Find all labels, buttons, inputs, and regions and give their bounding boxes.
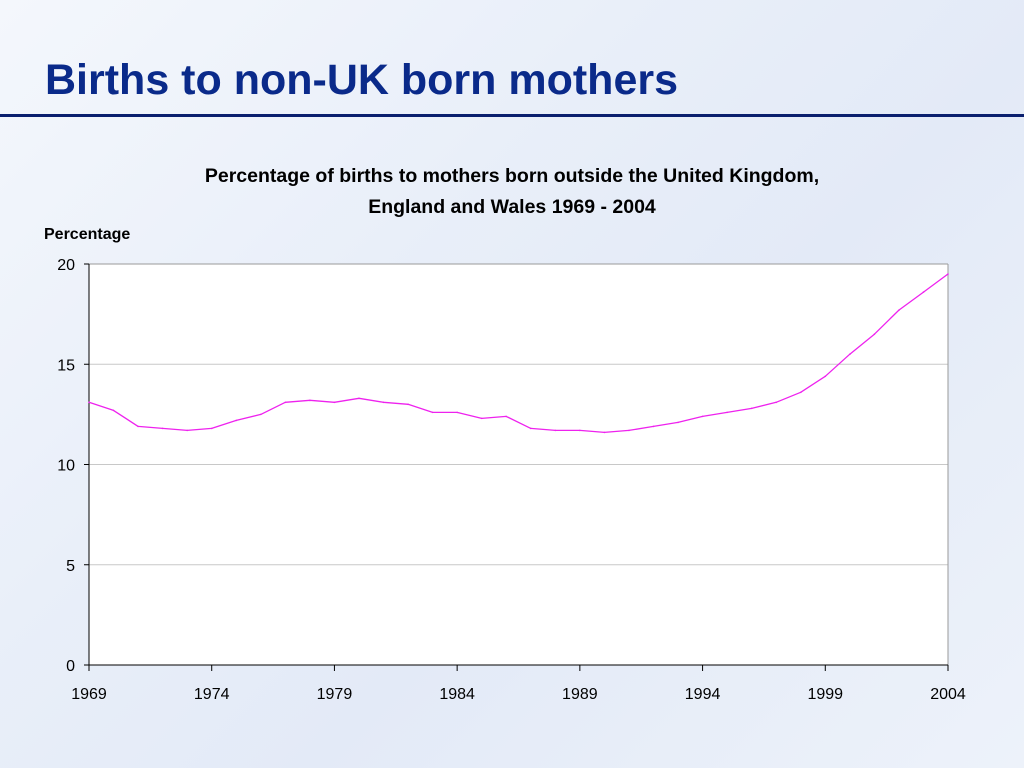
x-tick-label-1989: 1989 xyxy=(562,686,598,703)
data-point-2002 xyxy=(898,309,900,311)
data-point-1970 xyxy=(112,409,115,412)
x-tick-label-1979: 1979 xyxy=(317,686,353,703)
chart-title: Percentage of births to mothers born out… xyxy=(0,161,1024,223)
slide-title: Births to non-UK born mothers xyxy=(45,56,679,104)
data-point-1998 xyxy=(799,391,802,394)
data-series-line xyxy=(88,273,949,434)
y-tick-label-15: 15 xyxy=(57,357,75,374)
data-point-2004 xyxy=(947,273,949,275)
data-point-1973 xyxy=(186,429,188,432)
data-point-1992 xyxy=(652,425,655,428)
data-point-1977 xyxy=(284,401,287,404)
data-point-1980 xyxy=(358,397,360,400)
data-point-1999 xyxy=(824,375,827,378)
data-point-1983 xyxy=(431,411,434,414)
x-tick-label-1994: 1994 xyxy=(685,686,721,703)
data-point-1994 xyxy=(701,415,704,418)
y-tick-label-20: 20 xyxy=(57,257,75,274)
data-point-2000 xyxy=(849,353,851,356)
data-point-1990 xyxy=(603,431,606,434)
data-point-2001 xyxy=(873,333,876,335)
y-axis-label: Percentage xyxy=(44,226,131,243)
y-tick-label-5: 5 xyxy=(66,558,75,575)
data-point-1974 xyxy=(210,427,213,430)
data-point-1972 xyxy=(161,427,164,430)
x-tick-label-1984: 1984 xyxy=(439,686,475,703)
data-point-1993 xyxy=(677,421,679,424)
x-tick-label-1999: 1999 xyxy=(807,686,843,703)
x-tick-label-2004: 2004 xyxy=(930,686,966,703)
y-tick-label-10: 10 xyxy=(57,458,75,475)
chart-title-line-1: Percentage of births to mothers born out… xyxy=(204,165,820,187)
data-point-1991 xyxy=(628,429,630,432)
data-point-1981 xyxy=(382,401,385,404)
data-point-2003 xyxy=(922,291,925,293)
x-tick-label-1974: 1974 xyxy=(194,686,230,703)
data-point-1986 xyxy=(505,415,508,418)
data-point-1971 xyxy=(137,425,139,428)
data-point-1984 xyxy=(456,411,458,414)
data-point-1988 xyxy=(554,429,557,432)
data-point-1985 xyxy=(480,417,483,420)
data-point-1982 xyxy=(407,403,409,406)
data-point-1969 xyxy=(88,401,90,404)
data-point-1975 xyxy=(235,419,238,422)
y-tick-label-0: 0 xyxy=(66,658,75,675)
data-point-1989 xyxy=(579,429,581,432)
data-point-1997 xyxy=(775,401,777,404)
data-point-1979 xyxy=(333,401,336,404)
data-point-1976 xyxy=(260,413,262,416)
data-point-1978 xyxy=(309,399,311,402)
data-point-1996 xyxy=(750,407,753,410)
chart-title-line-2: England and Wales 1969 - 2004 xyxy=(368,196,656,218)
title-divider xyxy=(0,114,1024,117)
data-point-1995 xyxy=(726,411,728,414)
data-point-1987 xyxy=(529,427,532,430)
x-tick-label-1969: 1969 xyxy=(71,686,107,703)
